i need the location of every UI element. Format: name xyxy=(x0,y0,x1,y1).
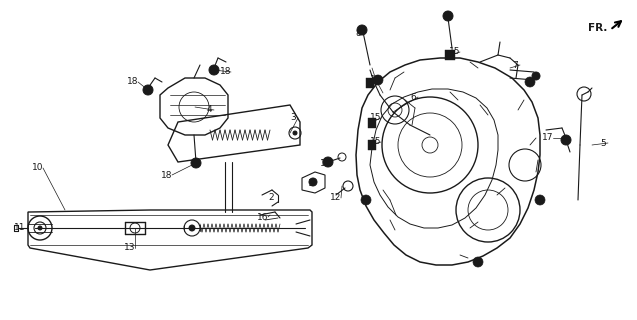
Text: 15: 15 xyxy=(370,138,382,147)
Circle shape xyxy=(473,257,483,267)
Polygon shape xyxy=(368,140,376,150)
Circle shape xyxy=(443,11,453,21)
Text: 15: 15 xyxy=(370,114,382,123)
Circle shape xyxy=(323,157,333,167)
Text: 14: 14 xyxy=(320,158,332,167)
Text: FR.: FR. xyxy=(589,23,608,33)
Text: 10: 10 xyxy=(32,164,44,172)
Text: 8: 8 xyxy=(355,28,361,37)
Polygon shape xyxy=(368,118,376,128)
Polygon shape xyxy=(445,50,455,60)
Circle shape xyxy=(309,178,317,186)
Circle shape xyxy=(361,195,371,205)
Text: 9: 9 xyxy=(444,11,450,20)
Text: 16: 16 xyxy=(257,212,269,221)
Text: 18: 18 xyxy=(161,171,173,180)
Circle shape xyxy=(209,65,219,75)
Circle shape xyxy=(373,75,383,85)
Circle shape xyxy=(189,225,195,231)
Circle shape xyxy=(561,135,571,145)
Text: 12: 12 xyxy=(331,194,341,203)
Polygon shape xyxy=(366,78,374,88)
Circle shape xyxy=(38,226,42,230)
Circle shape xyxy=(525,77,535,87)
Text: 7: 7 xyxy=(512,60,518,69)
Text: 18: 18 xyxy=(127,77,139,86)
Circle shape xyxy=(357,25,367,35)
Text: 13: 13 xyxy=(124,244,136,252)
Text: 4: 4 xyxy=(206,106,212,115)
Text: 15: 15 xyxy=(449,47,461,57)
Text: 3: 3 xyxy=(290,114,296,123)
Text: 11: 11 xyxy=(14,223,25,233)
Text: 1: 1 xyxy=(308,179,314,188)
Text: 15: 15 xyxy=(370,76,382,84)
Circle shape xyxy=(293,131,297,135)
Text: 5: 5 xyxy=(600,139,606,148)
Circle shape xyxy=(191,158,201,168)
Text: 2: 2 xyxy=(268,194,274,203)
Text: 17: 17 xyxy=(542,133,554,142)
Circle shape xyxy=(535,195,545,205)
Text: 18: 18 xyxy=(220,68,232,76)
Circle shape xyxy=(532,72,540,80)
Text: 6: 6 xyxy=(410,92,416,101)
Circle shape xyxy=(143,85,153,95)
